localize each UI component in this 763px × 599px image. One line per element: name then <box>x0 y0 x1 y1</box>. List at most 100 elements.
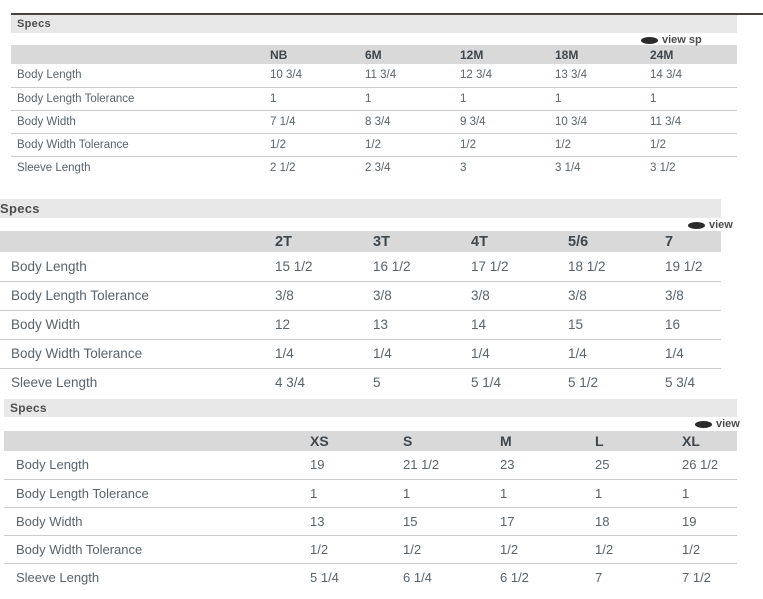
column-header: M <box>500 433 512 449</box>
table-row: Body Width Tolerance 1/2 1/2 1/2 1/2 1/2 <box>4 535 737 563</box>
cell: 5 3/4 <box>665 375 696 391</box>
cell: 16 <box>665 317 681 332</box>
column-header-empty <box>4 431 310 451</box>
cell: 4 3/4 <box>275 375 306 391</box>
cell: 15 <box>568 317 584 332</box>
cell: 11 3/4 <box>650 115 682 128</box>
cell: 1 <box>270 92 277 105</box>
cell: 19 <box>310 457 325 473</box>
table-row: Body Length 15 1/2 16 1/2 17 1/2 18 1/2 … <box>0 252 721 281</box>
cell: 12 3/4 <box>460 69 492 82</box>
column-header-empty <box>0 231 275 252</box>
cell: 1 <box>500 485 508 501</box>
cell: 5 1/4 <box>310 569 339 585</box>
cell: 18 1/2 <box>568 258 606 274</box>
cell: 14 3/4 <box>650 69 682 82</box>
view-specs-link[interactable]: view sp <box>641 34 702 46</box>
row-label: Body Length <box>17 69 82 82</box>
table-row: Body Width 13 15 17 18 19 <box>4 507 737 535</box>
cell: 10 3/4 <box>555 115 587 128</box>
table-row: Body Length Tolerance 1 1 1 1 1 <box>11 87 737 110</box>
cell: 1/4 <box>373 346 392 361</box>
cell: 1 <box>460 92 467 105</box>
specs-header-bar: Specs <box>4 399 737 417</box>
cell: 5 1/2 <box>568 375 599 391</box>
view-specs-link[interactable]: view <box>695 418 740 430</box>
cell: 19 1/2 <box>665 258 703 274</box>
cell: 3/8 <box>471 288 490 303</box>
cell: 3 1/4 <box>555 161 581 174</box>
view-specs-link[interactable]: view <box>688 219 733 231</box>
cell: 1 <box>403 485 411 501</box>
cell: 14 <box>471 317 487 332</box>
row-label: Body Width <box>17 115 76 128</box>
cell: 1/2 <box>500 541 519 557</box>
column-header: 6M <box>365 47 382 62</box>
cell: 26 1/2 <box>682 457 719 473</box>
column-header: S <box>403 433 413 449</box>
cell: 23 <box>500 457 515 473</box>
cell: 12 <box>275 317 291 332</box>
column-header: 18M <box>555 47 579 62</box>
specs-section-toddler: Specs view 2T 3T 4T 5/6 7 <box>0 199 733 397</box>
cell: 1/2 <box>595 541 614 557</box>
table-row: Body Width Tolerance 1/2 1/2 1/2 1/2 1/2 <box>11 133 737 156</box>
cell: 1/4 <box>471 346 490 361</box>
cell: 1/4 <box>665 346 684 361</box>
table-row: Body Width 12 13 14 15 16 <box>0 310 721 339</box>
row-label: Body Length Tolerance <box>11 288 149 303</box>
cell: 1/2 <box>365 138 381 151</box>
cell: 17 <box>500 513 515 529</box>
view-specs-label: view sp <box>662 34 702 46</box>
row-label: Body Width Tolerance <box>17 138 129 151</box>
column-header-row: XS S M L XL <box>4 431 737 451</box>
cell: 3/8 <box>568 288 587 303</box>
eye-icon <box>695 420 712 428</box>
cell: 6 1/2 <box>500 569 529 585</box>
column-header: 12M <box>460 47 484 62</box>
cell: 1/2 <box>310 541 329 557</box>
specs-table-toddler: 2T 3T 4T 5/6 7 Body Length 15 1/2 16 1/2… <box>0 231 721 397</box>
table-row: Sleeve Length 4 3/4 5 5 1/4 5 1/2 5 3/4 <box>0 368 721 397</box>
view-specs-label: view <box>709 219 733 231</box>
row-label: Body Length <box>16 457 90 473</box>
row-label: Body Width <box>16 513 83 529</box>
cell: 1 <box>310 485 318 501</box>
table-row: Body Width 7 1/4 8 3/4 9 3/4 10 3/4 11 3… <box>11 110 737 133</box>
cell: 15 <box>403 513 418 529</box>
cell: 3 <box>460 161 467 174</box>
cell: 9 3/4 <box>460 115 486 128</box>
row-label: Body Width Tolerance <box>16 541 143 557</box>
cell: 7 1/4 <box>270 115 296 128</box>
table-row: Body Length 10 3/4 11 3/4 12 3/4 13 3/4 … <box>11 64 737 87</box>
specs-section-adult: Specs view XS S M L XL <box>4 399 740 591</box>
view-specs-row: view sp <box>11 33 737 46</box>
table-row: Body Length Tolerance 3/8 3/8 3/8 3/8 3/… <box>0 281 721 310</box>
table-row: Body Length Tolerance 1 1 1 1 1 <box>4 479 737 507</box>
table-row: Body Length 19 21 1/2 23 25 26 1/2 <box>4 451 737 479</box>
column-header: 4T <box>471 233 488 250</box>
cell: 2 1/2 <box>270 161 296 174</box>
column-header: 3T <box>373 233 390 250</box>
cell: 1 <box>595 485 603 501</box>
table-row: Sleeve Length 2 1/2 2 3/4 3 3 1/4 3 1/2 <box>11 156 737 179</box>
top-border-line <box>11 13 763 15</box>
cell: 15 1/2 <box>275 258 313 274</box>
table-row: Sleeve Length 5 1/4 6 1/4 6 1/2 7 7 1/2 <box>4 563 737 591</box>
column-header-row: NB 6M 12M 18M 24M <box>11 45 737 64</box>
column-header: XS <box>310 433 329 449</box>
cell: 7 <box>595 569 603 585</box>
cell: 21 1/2 <box>403 457 440 473</box>
row-label: Body Length <box>11 258 87 274</box>
column-header: 24M <box>650 47 674 62</box>
cell: 6 1/4 <box>403 569 432 585</box>
cell: 2 3/4 <box>365 161 391 174</box>
specs-title: Specs <box>10 401 47 415</box>
cell: 1/2 <box>403 541 422 557</box>
table-row: Body Width Tolerance 1/4 1/4 1/4 1/4 1/4 <box>0 339 721 368</box>
cell: 10 3/4 <box>270 69 302 82</box>
cell: 25 <box>595 457 610 473</box>
specs-table-infant: NB 6M 12M 18M 24M Body Length 10 3/4 11 … <box>11 45 737 179</box>
cell: 1/2 <box>270 138 286 151</box>
cell: 5 1/4 <box>471 375 502 391</box>
